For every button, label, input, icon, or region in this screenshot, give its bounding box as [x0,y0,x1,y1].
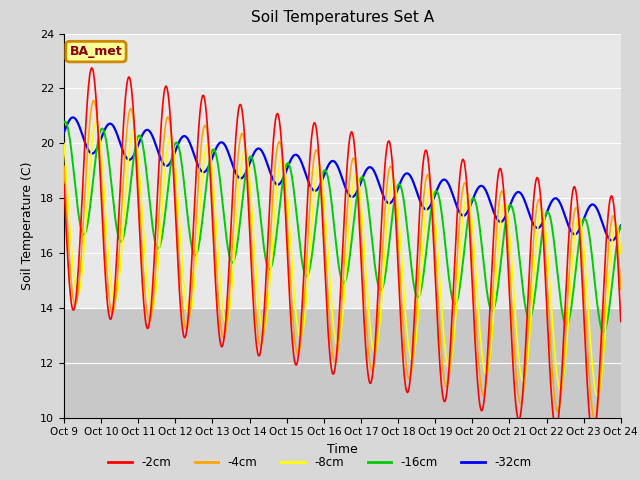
-32cm [601,228,609,233]
-32cm [601,227,609,232]
-16cm [617,224,625,229]
-2cm [89,67,97,72]
-4cm [90,97,97,103]
-2cm [601,261,609,266]
-8cm [60,141,68,146]
-8cm [602,329,609,335]
-32cm [316,182,324,188]
-32cm [608,238,616,243]
-16cm [600,329,607,335]
-32cm [89,151,97,156]
-4cm [591,417,599,423]
-16cm [499,242,506,248]
-32cm [331,159,339,165]
-16cm [602,327,609,333]
-4cm [617,287,625,292]
Line: -16cm: -16cm [64,121,621,332]
Line: -4cm: -4cm [64,100,621,420]
-8cm [499,204,506,210]
Line: -32cm: -32cm [64,118,621,240]
-16cm [61,119,69,124]
Title: Soil Temperatures Set A: Soil Temperatures Set A [251,11,434,25]
Y-axis label: Soil Temperature (C): Soil Temperature (C) [22,161,35,290]
-16cm [89,181,97,187]
-8cm [316,166,324,171]
Bar [64,34,621,308]
-32cm [60,130,68,135]
-4cm [60,163,68,169]
Bar [64,308,621,418]
-4cm [602,296,609,301]
-2cm [316,174,324,180]
-4cm [331,360,339,365]
-4cm [88,100,96,106]
-2cm [617,319,625,324]
-8cm [593,394,601,399]
-16cm [316,183,324,189]
Line: -8cm: -8cm [64,122,621,396]
-2cm [499,178,506,183]
-2cm [331,365,339,371]
-8cm [92,120,100,125]
Legend: -2cm, -4cm, -8cm, -16cm, -32cm: -2cm, -4cm, -8cm, -16cm, -32cm [104,452,536,474]
-16cm [331,231,339,237]
-4cm [499,189,506,195]
-2cm [88,65,96,71]
-4cm [601,300,609,306]
-4cm [316,169,324,175]
Line: -2cm: -2cm [64,68,621,438]
-16cm [601,327,609,333]
-8cm [601,333,609,339]
-2cm [60,181,68,187]
-32cm [499,218,506,224]
-2cm [602,255,609,261]
Text: BA_met: BA_met [70,45,122,58]
X-axis label: Time: Time [327,443,358,456]
-2cm [589,435,596,441]
-32cm [617,223,625,228]
-8cm [88,137,96,143]
-32cm [69,115,77,120]
-8cm [617,251,625,256]
-8cm [331,334,339,340]
-16cm [60,120,68,125]
